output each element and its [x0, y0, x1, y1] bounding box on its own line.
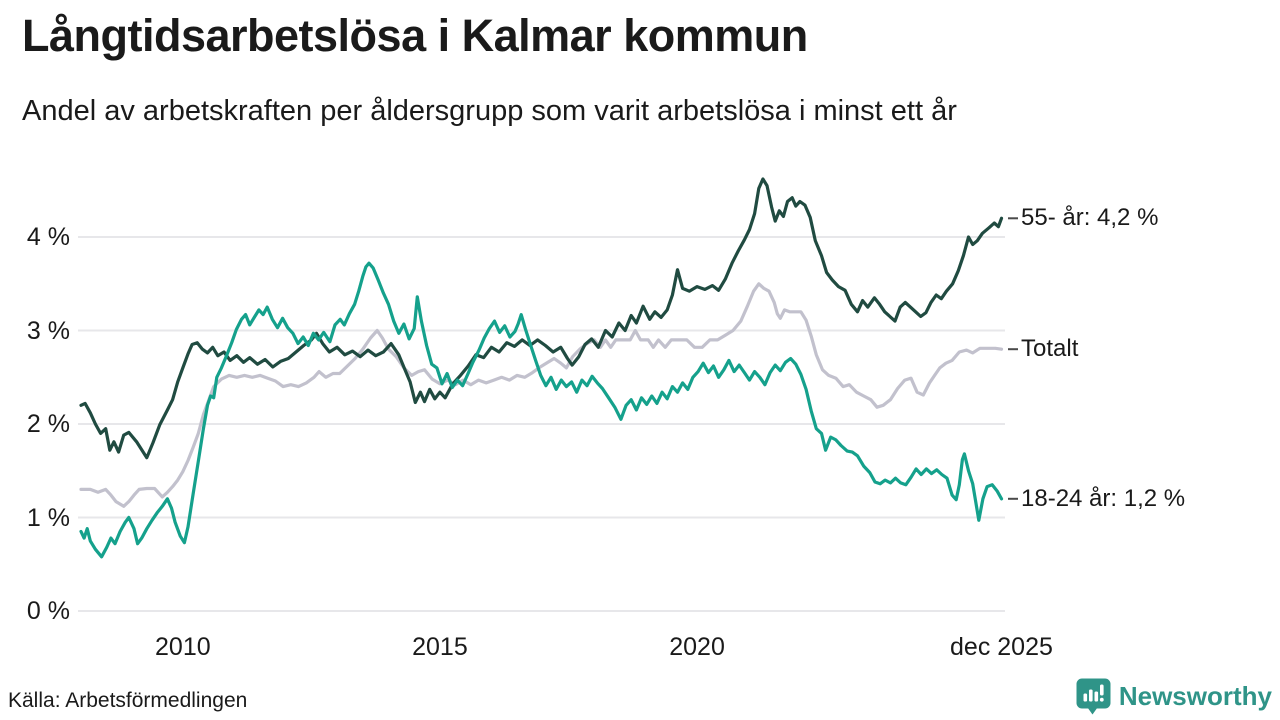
- x-axis-tick-label: dec 2025: [950, 633, 1053, 661]
- series-label-55-ar: 55- år: 4,2 %: [1021, 204, 1159, 232]
- y-axis-tick-label: 0 %: [26, 597, 70, 625]
- x-axis-tick-label: 2015: [412, 633, 468, 661]
- y-axis-tick-label: 3 %: [26, 316, 70, 345]
- newsworthy-wordmark: Newsworthy: [1118, 681, 1272, 711]
- series-line-totalt: [79, 282, 1004, 508]
- x-axis-tick-label: 2010: [155, 633, 211, 661]
- y-axis-tick-label: 2 %: [26, 410, 70, 438]
- newsworthy-logo-icon: [1076, 678, 1111, 715]
- y-axis-tick-label: 1 %: [26, 503, 70, 532]
- y-axis-tick-label: 4 %: [26, 223, 70, 251]
- page-title: Långtidsarbetslösa i Kalmar kommun: [22, 10, 808, 61]
- series-label-totalt: Totalt: [1021, 335, 1079, 363]
- series-line-55ar: [79, 177, 1004, 460]
- page-subtitle: Andel av arbetskraften per åldersgrupp s…: [22, 95, 957, 127]
- x-axis-tick-label: 2020: [669, 633, 725, 661]
- branding: Newsworthy: [1075, 677, 1272, 716]
- series-line-1824: [79, 261, 1004, 559]
- source-note: Källa: Arbetsförmedlingen: [8, 689, 248, 712]
- series-label-18-24-ar: 18-24 år: 1,2 %: [1021, 484, 1186, 512]
